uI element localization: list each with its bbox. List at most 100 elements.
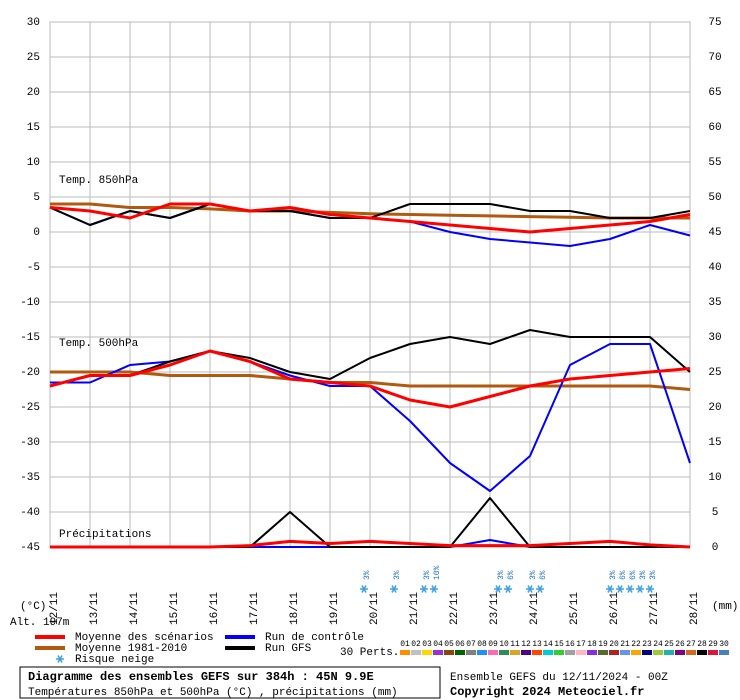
snow-icon	[360, 585, 368, 593]
snow-icon-stroke	[421, 585, 427, 593]
snow-risk-label: 3%	[639, 570, 648, 580]
pert-label: 06	[455, 640, 465, 649]
snow-risk-label: 3%	[423, 570, 432, 580]
x-tick-label: 27/11	[649, 592, 661, 625]
pert-label: 25	[664, 640, 674, 649]
y2-tick-label: 30	[708, 332, 721, 344]
pert-label: 04	[433, 640, 443, 649]
pert-swatch	[653, 650, 663, 655]
pert-label: 13	[532, 640, 542, 649]
pert-label: 12	[521, 640, 531, 649]
y2-tick-label: 25	[708, 367, 721, 379]
x-tick-label: 25/11	[569, 592, 581, 625]
y2-tick-label: 75	[708, 17, 721, 29]
snow-risk-label: 10%	[433, 565, 442, 580]
pert-swatch	[565, 650, 575, 655]
y2-tick-label: 45	[708, 227, 721, 239]
snow-risk-label: 3%	[363, 570, 372, 580]
series-line	[50, 370, 691, 391]
legend-label: Risque neige	[75, 654, 154, 666]
pert-swatch	[433, 650, 443, 655]
y-tick-label: -25	[20, 402, 40, 414]
pert-swatch	[477, 650, 487, 655]
snow-icon-stroke	[431, 585, 437, 593]
pert-label: 24	[653, 640, 663, 649]
legend-label: Run de contrôle	[265, 632, 364, 644]
pert-swatch	[598, 650, 608, 655]
pert-label: 18	[587, 640, 597, 649]
snow-icon-stroke	[527, 585, 533, 593]
pert-swatch	[675, 650, 685, 655]
pert-swatch	[609, 650, 619, 655]
snow-icon-stroke	[647, 585, 653, 593]
snow-icon-stroke	[57, 655, 63, 663]
snow-risk-label: 3%	[609, 570, 618, 580]
snow-icon-stroke	[637, 585, 643, 593]
y2-tick-label: 20	[708, 402, 721, 414]
annotation: Précipitations	[59, 529, 151, 541]
pert-label: 08	[477, 640, 487, 649]
x-tick-label: 24/11	[529, 592, 541, 625]
x-tick-label: 12/11	[49, 592, 61, 625]
series-line	[50, 539, 691, 549]
y2-tick-label: 35	[708, 297, 721, 309]
snow-icon-stroke	[627, 585, 633, 593]
pert-label: 14	[543, 640, 553, 649]
x-tick-label: 22/11	[449, 592, 461, 625]
snow-icon	[526, 585, 534, 593]
x-tick-label: 13/11	[89, 592, 101, 625]
snow-risk-label: 6%	[539, 570, 548, 580]
y2-tick-label: 15	[708, 437, 721, 449]
pert-label: 27	[686, 640, 696, 649]
snow-risk-label: 6%	[629, 570, 638, 580]
snow-icon	[430, 585, 438, 593]
snow-icon	[420, 585, 428, 593]
y-tick-label: 20	[27, 87, 40, 99]
y-tick-label: 15	[27, 122, 40, 134]
snow-icon	[626, 585, 634, 593]
pert-label: 11	[510, 640, 520, 649]
pert-swatch	[499, 650, 509, 655]
annotation: Temp. 500hPa	[59, 338, 139, 350]
snow-icon	[56, 655, 64, 663]
altitude: Alt. 197m	[10, 617, 70, 629]
y-tick-label: 10	[27, 157, 40, 169]
pert-swatch	[642, 650, 652, 655]
pert-label: 01	[400, 640, 410, 649]
x-tick-label: 26/11	[609, 592, 621, 625]
snow-icon	[616, 585, 624, 593]
pert-label: 23	[642, 640, 652, 649]
pert-swatch	[719, 650, 729, 655]
pert-swatch	[620, 650, 630, 655]
snow-icon-stroke	[391, 585, 397, 593]
pert-swatch	[686, 650, 696, 655]
x-tick-label: 21/11	[409, 592, 421, 625]
series-line	[49, 202, 691, 234]
pert-label: 07	[466, 640, 476, 649]
snow-risk-label: 6%	[507, 570, 516, 580]
y-tick-label: -40	[20, 507, 40, 519]
y2-tick-label: 65	[708, 87, 721, 99]
pert-swatch	[466, 650, 476, 655]
y-tick-label: 0	[33, 227, 40, 239]
snow-icon	[504, 585, 512, 593]
annotation: Temp. 850hPa	[59, 175, 139, 187]
snow-icon-stroke	[607, 585, 613, 593]
pert-label: 21	[620, 640, 630, 649]
perts-label: 30 Perts.	[340, 647, 399, 659]
pert-swatch	[576, 650, 586, 655]
pert-label: 28	[697, 640, 707, 649]
pert-swatch	[400, 650, 410, 655]
snow-icon	[646, 585, 654, 593]
pert-swatch	[554, 650, 564, 655]
pert-swatch	[521, 650, 531, 655]
pert-label: 29	[708, 640, 718, 649]
pert-label: 03	[422, 640, 432, 649]
footer-run: Ensemble GEFS du 12/11/2024 - 00Z	[450, 672, 668, 684]
x-tick-label: 20/11	[369, 592, 381, 625]
snow-risk-label: 3%	[393, 570, 402, 580]
y-tick-label: -45	[20, 542, 40, 554]
pert-label: 26	[675, 640, 685, 649]
x-tick-label: 15/11	[169, 592, 181, 625]
pert-swatch	[510, 650, 520, 655]
